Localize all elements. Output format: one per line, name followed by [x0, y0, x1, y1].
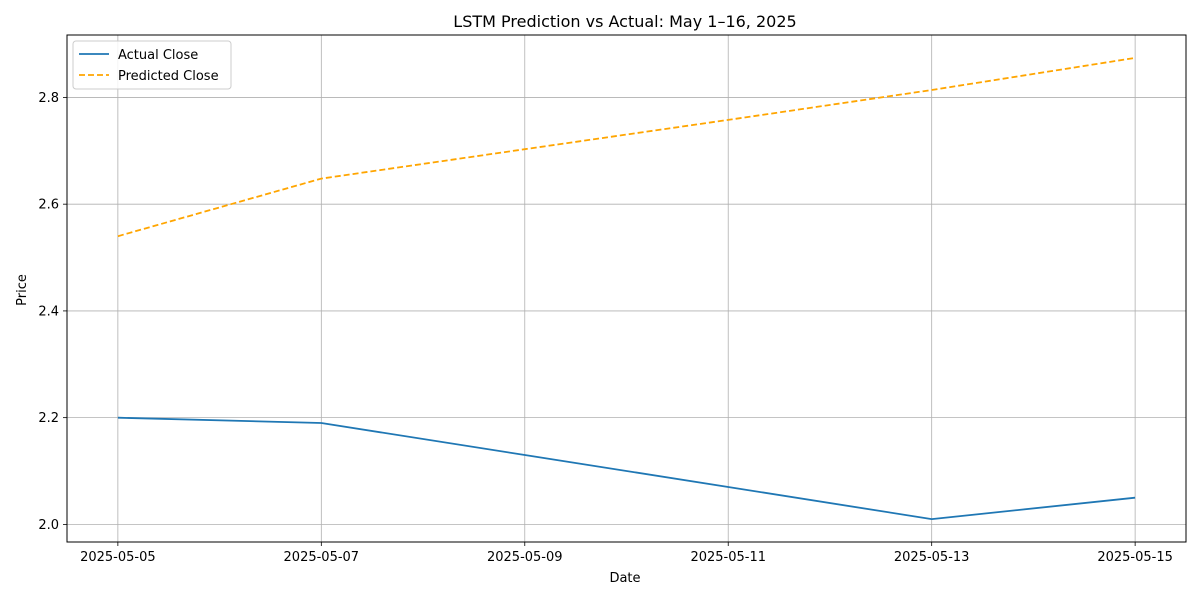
- legend-label-actual-close: Actual Close: [118, 48, 198, 63]
- x-tick-label: 2025-05-11: [690, 550, 766, 565]
- y-tick-label: 2.0: [38, 518, 59, 533]
- x-tick-label: 2025-05-13: [894, 550, 970, 565]
- plot-frame: [66, 34, 1187, 543]
- legend-box: [72, 40, 232, 90]
- series-lines: [117, 57, 1136, 520]
- x-axis-ticks: 2025-05-05 2025-05-07 2025-05-09 2025-05-11…: [80, 542, 1173, 565]
- x-tick-label: 2025-05-15: [1097, 550, 1173, 565]
- y-tick-label: 2.4: [38, 304, 59, 319]
- x-tick-label: 2025-05-07: [284, 550, 360, 565]
- y-tick-label: 2.8: [38, 91, 59, 106]
- x-axis-label: Date: [609, 571, 640, 586]
- grid: [67, 35, 1186, 542]
- y-axis-label: Price: [15, 274, 30, 306]
- series-line-predicted-close: [117, 57, 1136, 238]
- legend-label-predicted-close: Predicted Close: [118, 69, 219, 84]
- series-line-actual-close: [117, 416, 1136, 520]
- chart-title: LSTM Prediction vs Actual: May 1–16, 202…: [453, 12, 796, 31]
- legend: Actual Close Predicted Close: [72, 40, 232, 90]
- y-tick-label: 2.6: [38, 198, 59, 213]
- x-tick-label: 2025-05-09: [487, 550, 563, 565]
- y-tick-label: 2.2: [38, 411, 59, 426]
- x-tick-label: 2025-05-05: [80, 550, 156, 565]
- y-axis-ticks: 2.0 2.2 2.4 2.6 2.8: [38, 91, 67, 533]
